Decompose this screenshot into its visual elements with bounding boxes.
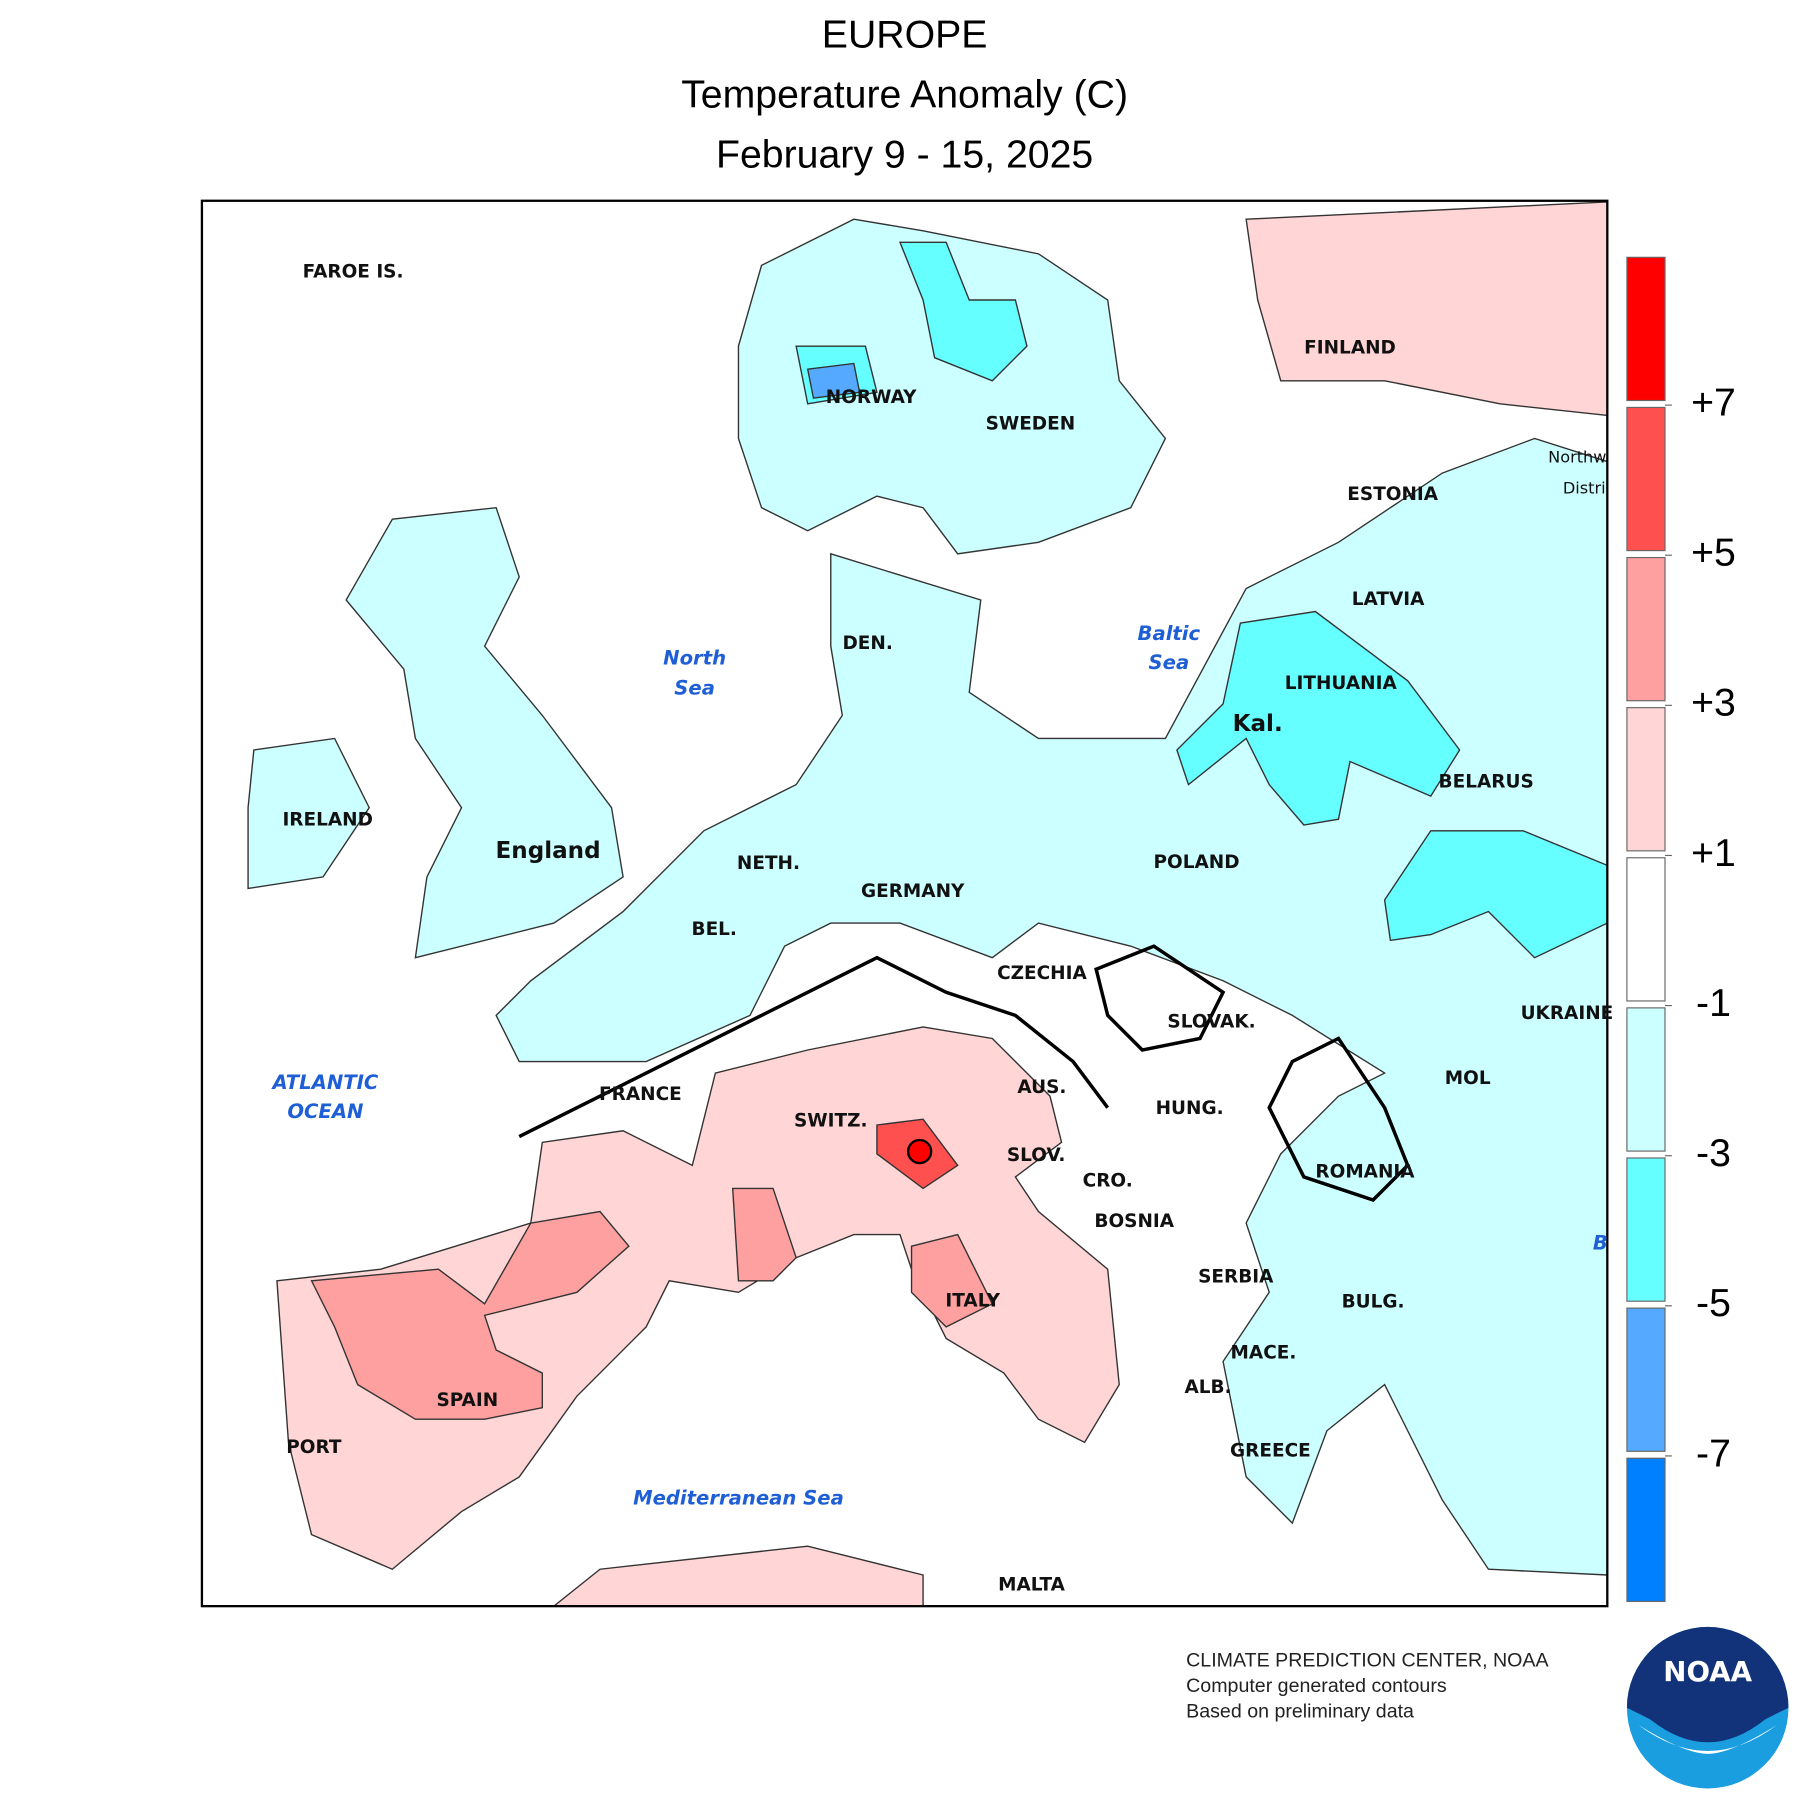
map-label: AUS. xyxy=(1017,1077,1066,1098)
map-label: GREECE xyxy=(1230,1441,1311,1462)
map-label: LATVIA xyxy=(1352,589,1425,610)
sea-label: ATLANTIC xyxy=(270,1071,378,1094)
legend-label: +7 xyxy=(1691,380,1736,424)
map-frame xyxy=(200,199,1609,1608)
map-label: Distri xyxy=(1563,479,1606,498)
map-label: FINLAND xyxy=(1304,337,1396,358)
map-label: NETH. xyxy=(737,853,800,874)
title: EUROPE xyxy=(822,12,988,56)
map-label: MOL xyxy=(1445,1068,1491,1089)
legend-label: +3 xyxy=(1691,681,1736,725)
sea-label: North xyxy=(663,646,726,669)
period: February 9 - 15, 2025 xyxy=(716,132,1093,176)
map-label: IRELAND xyxy=(282,809,372,830)
map-label: DEN. xyxy=(842,633,892,654)
legend-swatch xyxy=(1626,707,1666,852)
credit: Computer generated contours xyxy=(1186,1675,1447,1697)
legend-swatch xyxy=(1626,556,1666,702)
legend-swatch xyxy=(1626,1007,1666,1152)
legend-label: +1 xyxy=(1691,831,1736,875)
sea-label: Baltic xyxy=(1138,622,1201,645)
legend-swatch xyxy=(1626,1157,1666,1302)
legend-swatch xyxy=(1626,1457,1666,1603)
map xyxy=(201,200,1608,1607)
map-label: SERBIA xyxy=(1198,1266,1274,1287)
legend-label: -5 xyxy=(1696,1281,1731,1325)
map-label: BEL. xyxy=(692,919,737,940)
noaa-logo: NOAA xyxy=(1626,1626,1789,1789)
map-label: ALB. xyxy=(1185,1377,1232,1398)
map-label: SPAIN xyxy=(436,1390,498,1411)
legend: +7 +5 +3 +1 -1 -3 -5 -7 xyxy=(1626,256,1736,1603)
map-label: MACE. xyxy=(1231,1342,1297,1363)
map-label: LITHUANIA xyxy=(1285,673,1398,694)
map-label: SWEDEN xyxy=(986,414,1076,435)
subtitle: Temperature Anomaly (C) xyxy=(681,72,1128,116)
sea-label: Sea xyxy=(1149,651,1190,674)
map-label: SLOVAK. xyxy=(1167,1011,1255,1032)
map-label: BULG. xyxy=(1342,1292,1405,1313)
map-label: PORT xyxy=(286,1437,342,1458)
map-label: England xyxy=(496,838,601,864)
map-label: FRANCE xyxy=(599,1084,682,1105)
map-label: GERMANY xyxy=(861,881,965,902)
legend-swatch xyxy=(1626,406,1666,552)
map-label: SWITZ. xyxy=(794,1111,868,1132)
sea-label: Mediterranean Sea xyxy=(633,1486,844,1509)
sea-label: OCEAN xyxy=(287,1100,363,1123)
legend-label: +5 xyxy=(1691,531,1736,575)
legend-label: -7 xyxy=(1696,1431,1731,1475)
map-label: HUNG. xyxy=(1156,1098,1224,1119)
legend-label: -3 xyxy=(1696,1131,1731,1175)
map-label: BELARUS xyxy=(1439,771,1534,792)
map-label: CRO. xyxy=(1083,1171,1133,1192)
map-label: ESTONIA xyxy=(1347,484,1438,505)
map-label: ITALY xyxy=(945,1291,1000,1312)
map-label: MALTA xyxy=(998,1574,1066,1595)
map-label: SLOV. xyxy=(1007,1145,1066,1166)
legend-swatch xyxy=(1626,857,1666,1002)
map-label: ROMANIA xyxy=(1315,1161,1415,1182)
sea-label: B xyxy=(1593,1231,1608,1254)
logo-text: NOAA xyxy=(1663,1655,1752,1688)
sea-label: Sea xyxy=(674,676,715,699)
map-label: UKRAINE xyxy=(1521,1003,1614,1024)
map-label: BOSNIA xyxy=(1094,1211,1174,1232)
credit: CLIMATE PREDICTION CENTER, NOAA xyxy=(1186,1650,1549,1672)
map-label: Kal. xyxy=(1233,711,1283,737)
legend-swatch xyxy=(1626,1307,1666,1452)
map-label: POLAND xyxy=(1154,852,1240,873)
legend-label: -1 xyxy=(1696,981,1731,1025)
legend-swatch xyxy=(1626,256,1666,402)
map-label: CZECHIA xyxy=(997,963,1087,984)
credit: Based on preliminary data xyxy=(1186,1700,1414,1722)
map-label: FAROE IS. xyxy=(303,261,404,282)
map-labels: FAROE IS. NORWAY SWEDEN FINLAND ESTONIA … xyxy=(270,261,1613,1595)
map-label: NORWAY xyxy=(826,387,917,408)
map-label: Northw xyxy=(1548,448,1606,467)
